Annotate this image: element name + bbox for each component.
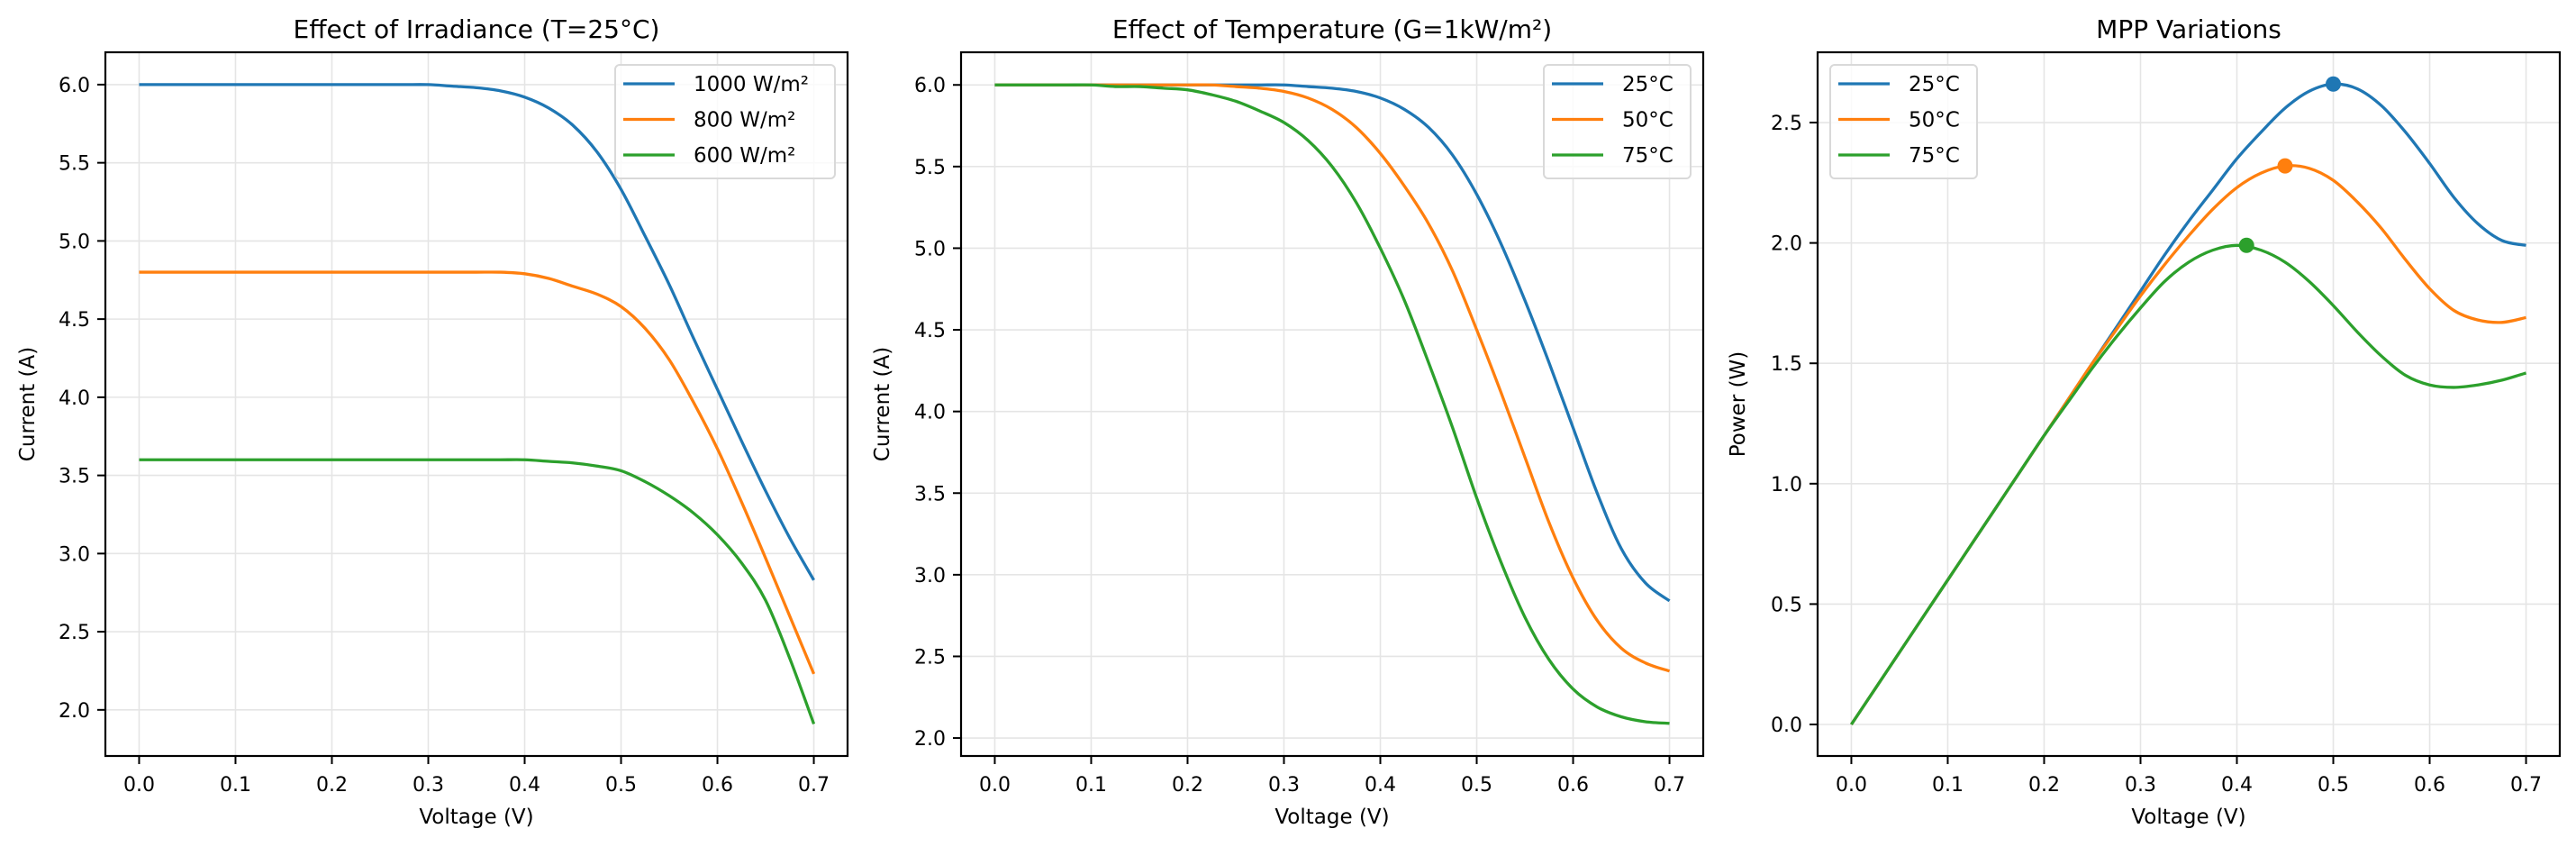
y-tick-label: 6.0: [914, 75, 946, 97]
legend-label: 50°C: [1622, 109, 1673, 132]
y-tick-label: 3.0: [59, 543, 90, 566]
legend-label: 75°C: [1622, 144, 1673, 168]
x-tick-label: 0.2: [2028, 774, 2060, 797]
chart-title: MPP Variations: [2096, 14, 2281, 44]
x-tick-label: 0.6: [1557, 774, 1589, 797]
x-tick-label: 0.0: [979, 774, 1011, 797]
y-tick-label: 5.5: [914, 157, 946, 179]
series-group: [139, 83, 816, 725]
subplot-3: 0.0 0.1 0.2 0.3 0.4 0.5 0.6 0.7 0.0 0.5 1.0 1.5 2.0 2…: [1727, 14, 2562, 829]
x-axis-label: Voltage (V): [2131, 806, 2245, 829]
series-group: [994, 83, 1671, 725]
y-tick-label: 2.0: [1771, 233, 1802, 256]
x-tick-label: 0.2: [1172, 774, 1203, 797]
y-tick-label: 1.5: [1771, 353, 1802, 376]
legend: 1000 W/m² 800 W/m² 600 W/m²: [614, 64, 836, 179]
x-tick-label: 0.6: [2414, 774, 2445, 797]
y-axis-label: Power (W): [1727, 351, 1750, 458]
x-tick-label: 0.5: [1461, 774, 1492, 797]
legend: 25°C 50°C 75°C: [1543, 64, 1692, 179]
x-tick-label: 0.3: [1268, 774, 1300, 797]
y-tick-label: 5.0: [914, 238, 946, 260]
y-axis-label: Current (A): [16, 347, 40, 461]
subplot-1: 0.0 0.1 0.2 0.3 0.4 0.5 0.6 0.7 2.0 2.5 3.0 3.5 4.0 4…: [16, 14, 849, 829]
y-tick-label: 3.5: [59, 466, 90, 488]
legend-label: 1000 W/m²: [694, 73, 809, 96]
x-tick-label: 0.1: [1932, 774, 1964, 797]
y-tick-label: 5.5: [59, 153, 90, 176]
x-axis-label: Voltage (V): [1274, 806, 1389, 829]
mpp-marker-orange: [2277, 158, 2293, 174]
y-tick-label: 0.0: [1771, 715, 1802, 737]
x-tick-label: 0.4: [1365, 774, 1396, 797]
x-tick-label: 0.0: [1836, 774, 1867, 797]
series-line-green: [994, 83, 1670, 725]
legend: 25°C 50°C 75°C: [1829, 64, 1978, 179]
x-tick-label: 0.7: [798, 774, 830, 797]
series-line-green: [1850, 243, 2527, 725]
y-tick-label: 4.5: [914, 320, 946, 342]
y-tick-label: 6.0: [59, 75, 90, 97]
x-tick-label: 0.3: [413, 774, 444, 797]
y-tick-label: 2.0: [914, 728, 946, 751]
x-tick-label: 0.4: [2221, 774, 2253, 797]
x-tick-label: 0.7: [2510, 774, 2542, 797]
legend-label: 25°C: [1622, 73, 1673, 96]
legend-box: [1829, 64, 1978, 179]
axes-frame: [1816, 50, 2562, 758]
grid: [961, 52, 1703, 756]
y-tick-label: 1.0: [1771, 474, 1802, 496]
x-tick-label: 0.4: [509, 774, 540, 797]
x-axis-label: Voltage (V): [419, 806, 533, 829]
axes-frame: [104, 50, 849, 758]
x-tick-label: 0.0: [123, 774, 155, 797]
y-tick-label: 2.5: [1771, 113, 1802, 135]
series-line-blue: [139, 83, 815, 581]
axes-frame: [959, 50, 1705, 758]
y-tick-label: 2.0: [59, 700, 90, 723]
legend-label: 25°C: [1909, 73, 1960, 96]
y-tick-label: 4.0: [59, 387, 90, 410]
y-tick-label: 2.5: [59, 622, 90, 644]
series-line-green: [139, 458, 816, 725]
series-line-orange: [139, 270, 816, 675]
x-tick-label: 0.2: [316, 774, 348, 797]
x-tick-label: 0.3: [2125, 774, 2156, 797]
legend-label: 75°C: [1909, 144, 1960, 168]
chart-title: Effect of Irradiance (T=25°C): [294, 14, 660, 44]
legend-label: 800 W/m²: [694, 109, 795, 132]
legend-label: 50°C: [1909, 109, 1960, 132]
legend-box: [1543, 64, 1692, 179]
mpp-marker-green: [2238, 237, 2254, 253]
x-tick-label: 0.6: [702, 774, 733, 797]
y-axis-label: Current (A): [871, 347, 894, 461]
legend-label: 600 W/m²: [694, 144, 795, 168]
y-tick-label: 4.5: [59, 309, 90, 332]
legend-box: [614, 64, 836, 179]
x-tick-label: 0.5: [605, 774, 637, 797]
chart-title: Effect of Temperature (G=1kW/m²): [1112, 14, 1552, 44]
series-group: [1850, 76, 2527, 725]
x-tick-label: 0.1: [220, 774, 251, 797]
y-tick-label: 4.0: [914, 402, 946, 424]
y-tick-label: 2.5: [914, 646, 946, 669]
x-tick-label: 0.5: [2317, 774, 2349, 797]
y-tick-label: 3.0: [914, 565, 946, 587]
mpp-marker-blue: [2326, 76, 2342, 92]
y-tick-label: 5.0: [59, 231, 90, 253]
x-tick-label: 0.1: [1075, 774, 1107, 797]
y-tick-label: 3.5: [914, 483, 946, 505]
x-tick-label: 0.7: [1654, 774, 1685, 797]
y-tick-label: 0.5: [1771, 594, 1802, 616]
subplot-2: 0.0 0.1 0.2 0.3 0.4 0.5 0.6 0.7 2.0 2.5 3.0 3.5 4.0 4…: [871, 14, 1705, 829]
